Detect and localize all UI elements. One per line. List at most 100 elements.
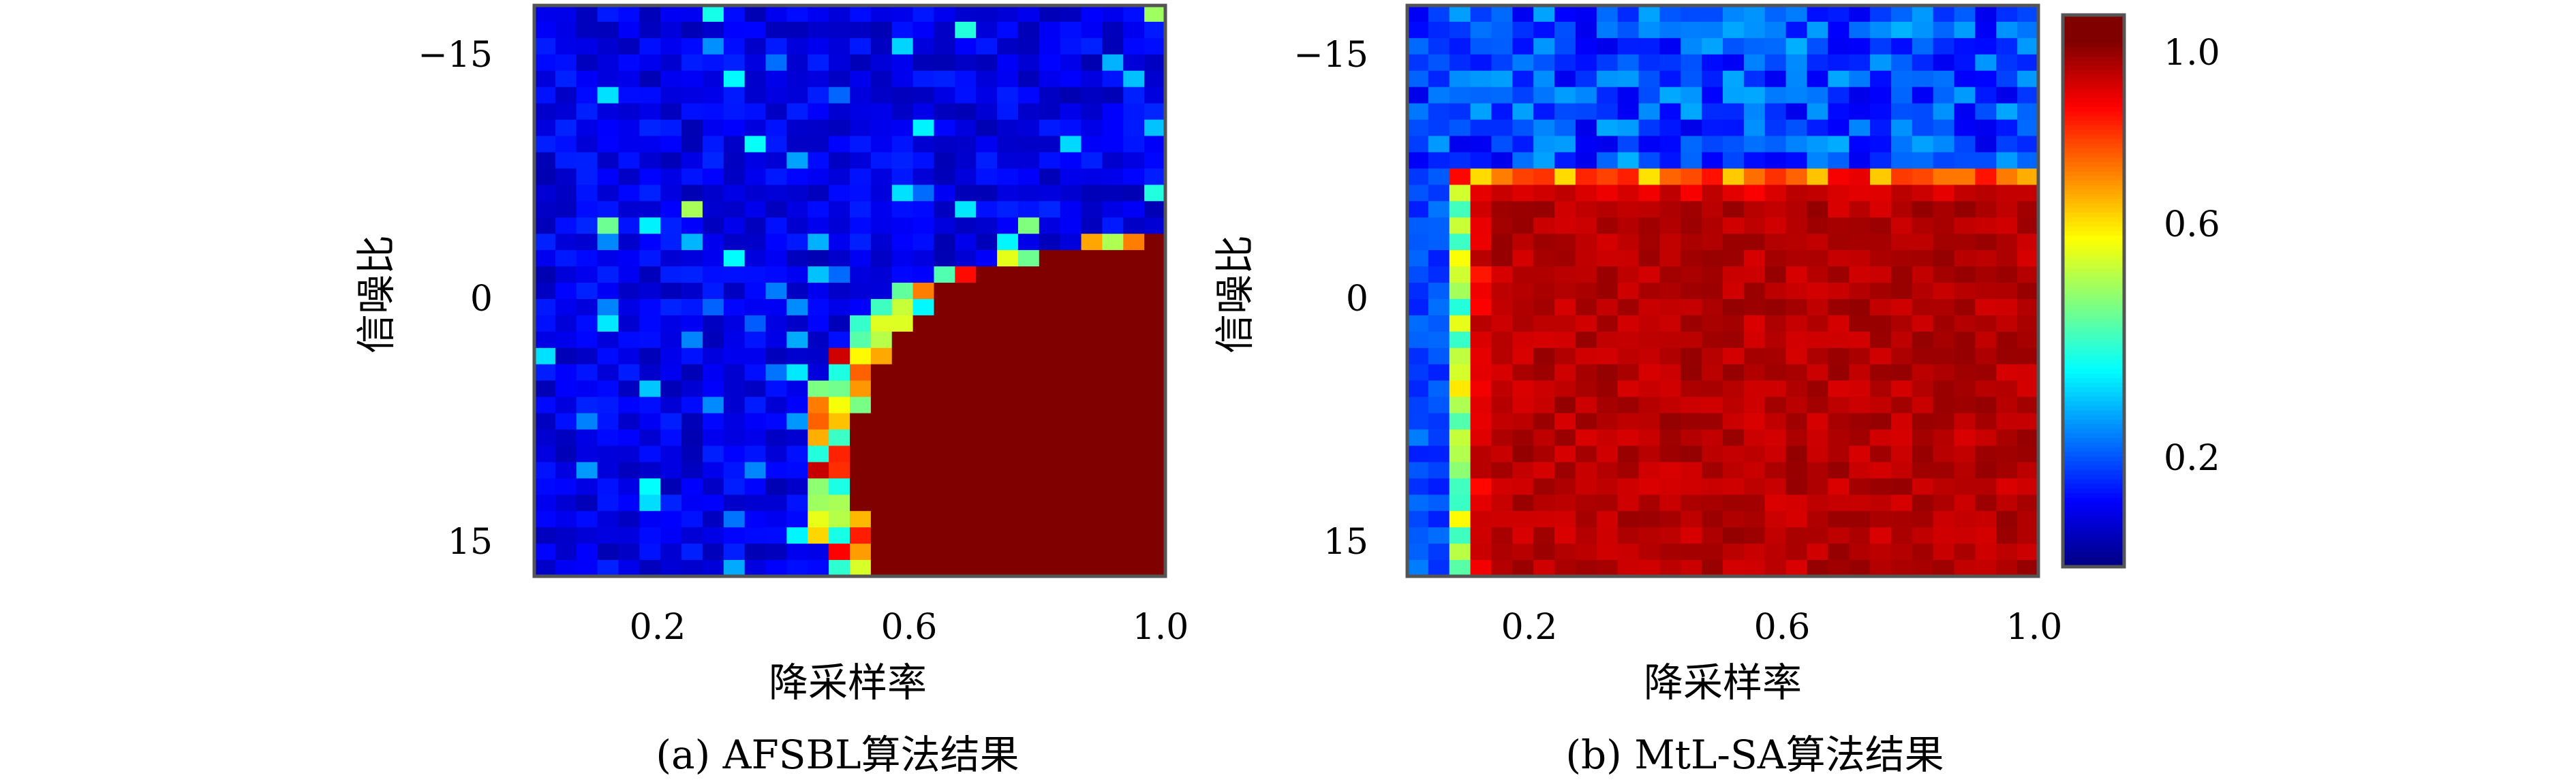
panel-a-heatmap-cell (765, 429, 787, 447)
panel-b-heatmap-cell (1491, 413, 1513, 431)
colorbar-step (2063, 84, 2124, 89)
panel-b-heatmap-cell (1912, 511, 1934, 528)
panel-b-heatmap-cell (1554, 315, 1576, 332)
panel-b-heatmap-cell (1470, 511, 1492, 528)
colorbar-step (2063, 396, 2124, 402)
panel-b-heatmap-cell (2017, 168, 2039, 185)
panel-b-heatmap-cell (1870, 511, 1892, 528)
panel-a-heatmap-cell (618, 347, 640, 365)
panel-b-heatmap-cell (1617, 331, 1640, 349)
panel-a-heatmap-cell (808, 347, 829, 365)
panel-b-heatmap-cell (1617, 315, 1640, 332)
panel-a-heatmap-cell (913, 315, 935, 332)
panel-b-heatmap-cell (1575, 478, 1597, 495)
panel-b-heatmap-cell (1807, 185, 1828, 202)
panel-a-heatmap-cell (1081, 560, 1103, 577)
panel-a-heatmap-cell (534, 396, 556, 414)
panel-b-heatmap-cell (1575, 201, 1597, 218)
panel-a-heatmap-cell (681, 364, 703, 381)
panel-b-heatmap-cell (1849, 478, 1871, 495)
panel-a-heatmap-cell (576, 478, 598, 495)
panel-a-heatmap-cell (1060, 21, 1082, 39)
panel-b-heatmap-cell (1428, 560, 1450, 577)
panel-b-heatmap-cell (1954, 478, 1976, 495)
panel-b-heatmap-cell (1491, 462, 1513, 479)
colorbar-step (2063, 29, 2124, 34)
panel-a-heatmap-cell (955, 54, 977, 72)
panel-b-heatmap-cell (1659, 103, 1681, 121)
colorbar-step (2063, 346, 2124, 351)
panel-b-heatmap-cell (1681, 364, 1702, 381)
panel-a-heatmap-cell (808, 152, 829, 170)
panel-a-heatmap-cell (1102, 283, 1124, 300)
panel-b-heatmap-cell (1807, 136, 1828, 153)
panel-a-heatmap-cell (1017, 495, 1040, 512)
panel-b-heatmap-cell (1975, 413, 1997, 431)
panel-a-heatmap-cell (681, 70, 703, 88)
panel-a-heatmap-cell (997, 103, 1019, 121)
colorbar-step (2063, 323, 2124, 328)
panel-b-heatmap-cell (1596, 21, 1619, 39)
panel-a-heatmap-cell (850, 331, 872, 349)
panel-b-heatmap-cell (1512, 168, 1534, 185)
panel-b-heatmap-cell (1954, 560, 1976, 577)
panel-b-heatmap-cell (1533, 283, 1555, 300)
panel-a-heatmap-cell (1123, 266, 1145, 283)
panel-b-heatmap-cell (1849, 217, 1871, 234)
panel-a-heatmap-cell (808, 380, 829, 398)
panel-b-heatmap-cell (1554, 396, 1576, 414)
panel-b-heatmap-cell (1659, 380, 1681, 398)
panel-b-heatmap-cell (1659, 396, 1681, 414)
panel-a-heatmap-cell (1039, 544, 1061, 561)
colorbar-tick-label: 0.2 (2164, 438, 2220, 479)
panel-b-heatmap-cell (1870, 103, 1892, 121)
panel-b-heatmap-cell (1407, 331, 1429, 349)
panel-b-heatmap-cell (1723, 54, 1745, 72)
panel-b-heatmap-cell (1512, 266, 1534, 283)
panel-b-heatmap-cell (1470, 364, 1492, 381)
panel-b-heatmap-cell (1533, 152, 1555, 170)
panel-b-heatmap-cell (1764, 283, 1787, 300)
panel-b-heatmap-cell (1554, 331, 1576, 349)
panel-b-heatmap-cell (1428, 266, 1450, 283)
panel-a-heatmap-cell (1017, 544, 1040, 561)
panel-b-heatmap-cell (1764, 201, 1787, 218)
panel-a-heatmap-cell (723, 331, 746, 349)
panel-b-heatmap-cell (1807, 152, 1828, 170)
panel-a-heatmap-cell (1060, 201, 1082, 218)
panel-b-heatmap-cell (1681, 527, 1702, 544)
panel-b-heatmap-cell (1659, 70, 1681, 88)
panel-b-heatmap-cell (1659, 544, 1681, 561)
panel-a-heatmap-cell (891, 201, 914, 218)
panel-a-heatmap-cell (829, 37, 850, 55)
panel-b-heatmap-cell (1617, 560, 1640, 577)
panel-b-heatmap-cell (1428, 315, 1450, 332)
panel-b-heatmap-cell (1954, 21, 1976, 39)
panel-a-heatmap-cell (576, 331, 598, 349)
panel-b-heatmap-cell (1870, 217, 1892, 234)
panel-a-heatmap-cell (576, 413, 598, 431)
panel-b-heatmap-cell (1870, 315, 1892, 332)
panel-a-heatmap-cell (1123, 54, 1145, 72)
colorbar-step (2063, 387, 2124, 393)
panel-a-heatmap-cell (660, 364, 682, 381)
panel-b-heatmap-cell (1723, 495, 1745, 512)
panel-b-heatmap-cell (1933, 347, 1955, 365)
panel-a-heatmap-cell (1102, 429, 1124, 447)
panel-a-heatmap-cell (997, 5, 1019, 22)
panel-a-heatmap-cell (597, 413, 619, 431)
panel-b-heatmap-cell (1890, 266, 1913, 283)
panel-a-heatmap-cell (1102, 413, 1124, 431)
panel-b-heatmap-cell (1428, 396, 1450, 414)
panel-a-heatmap-cell (555, 70, 577, 88)
colorbar-gradient (2063, 15, 2124, 567)
panel-a-heatmap-cell (1123, 560, 1145, 577)
panel-b-heatmap-cell (1681, 495, 1702, 512)
panel-b-heatmap-cell (1912, 250, 1934, 267)
panel-b-heatmap-cell (1890, 5, 1913, 22)
panel-a-heatmap-cell (597, 347, 619, 365)
panel-b-heatmap-cell (1933, 462, 1955, 479)
panel-a-heatmap-cell (744, 445, 767, 463)
colorbar-step (2063, 33, 2124, 39)
